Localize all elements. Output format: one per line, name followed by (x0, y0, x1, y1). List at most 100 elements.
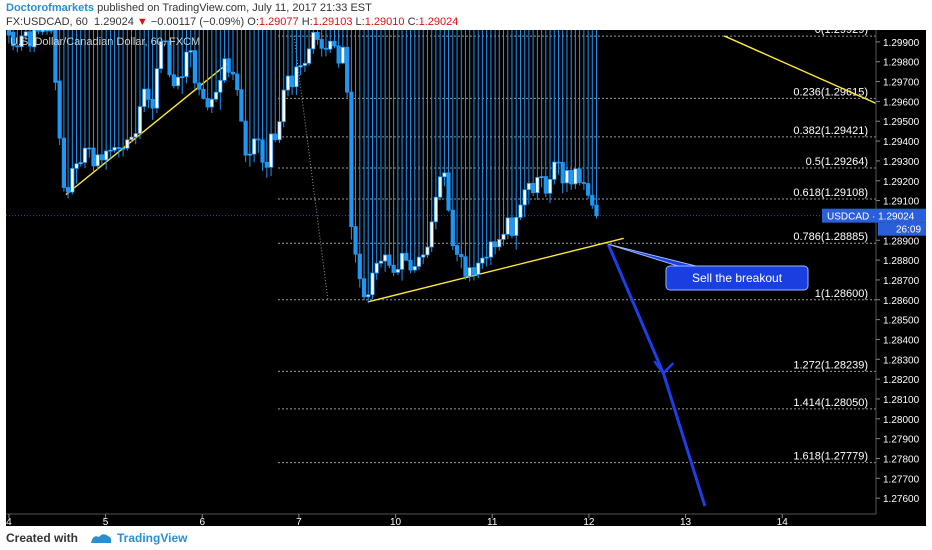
callout-text: Sell the breakout (692, 271, 783, 285)
candle-body (302, 62, 307, 66)
price-tick-label: 1.29700 (883, 78, 920, 89)
candle-body (459, 253, 464, 258)
projection-arrow (606, 243, 707, 507)
candle-body (260, 139, 265, 163)
price-axis[interactable]: 1.29900 1.29800 1.29700 1.29600 1.29500 1.294… (822, 30, 926, 526)
candle-body (522, 189, 527, 206)
price-tick-label: 1.29400 (883, 137, 920, 148)
candle-body (150, 99, 155, 109)
fib-label: 0.5(1.29264) (806, 156, 868, 168)
price-tick-label: 1.28500 (883, 316, 920, 327)
candle-body (281, 89, 286, 123)
candle-body (391, 264, 396, 273)
price-tick-label: 1.27700 (883, 474, 920, 485)
candle-body (180, 76, 185, 79)
candle-body (433, 196, 438, 223)
chart-header: Doctorofmarkets published on TradingView… (0, 0, 932, 30)
chart-title: U.S. Dollar/Canadian Dollar, 60, FXCM (10, 36, 200, 48)
price-tick-label: 1.29600 (883, 97, 920, 108)
candle-body (526, 182, 531, 191)
candle-body (53, 30, 58, 83)
price-chart[interactable]: 0(1.29929) 0.236(1.29615) 0.382(1.29421) 0.… (6, 30, 926, 526)
candle-body (243, 120, 248, 156)
candle-body (501, 233, 506, 240)
candle-body (573, 168, 578, 185)
candle-body (239, 89, 244, 122)
time-tick-label: 6 (199, 517, 205, 526)
candle-body (277, 121, 282, 141)
time-tick-label: 7 (296, 517, 302, 526)
price-tick-label: 1.27900 (883, 435, 920, 446)
candle-body (146, 88, 151, 100)
candle-body (569, 170, 574, 185)
candle-body (256, 138, 261, 141)
candle-body (32, 30, 37, 48)
price-tick-label: 1.29200 (883, 177, 920, 188)
candle-body (590, 194, 595, 206)
close-label: C: (407, 16, 419, 28)
candle-body (27, 31, 33, 47)
candle-body (349, 91, 354, 227)
candle-body (268, 133, 274, 168)
candle-body (319, 39, 324, 49)
candle-body (476, 262, 481, 275)
price-tick-label: 1.28000 (883, 415, 920, 426)
publish-line: Doctorofmarkets published on TradingView… (6, 2, 372, 14)
candle-body (222, 58, 227, 81)
candle-body (535, 176, 540, 194)
callout-box[interactable] (665, 265, 809, 291)
price-tick-label: 1.28400 (883, 335, 920, 346)
candle-body (328, 40, 333, 50)
candle-body (531, 182, 536, 194)
candle-body (505, 217, 510, 235)
candle-body (539, 176, 544, 178)
candle-body (87, 147, 92, 150)
candle-body (488, 241, 493, 258)
candle-body (188, 50, 193, 53)
candle-body (175, 76, 181, 87)
candle-body (594, 204, 599, 217)
time-tick-label: 10 (390, 517, 402, 526)
fib-label: 1.414(1.28050) (793, 397, 868, 409)
candle-body (112, 147, 117, 151)
candle-body (577, 168, 582, 183)
candle-body (446, 172, 451, 211)
author-link[interactable]: Doctorofmarkets (6, 2, 95, 14)
trendline[interactable] (723, 35, 877, 105)
candle-body (345, 46, 350, 93)
candle-body (323, 47, 329, 50)
time-axis[interactable]: 4 5 6 7 10 11 12 13 14 (6, 513, 876, 526)
low-value: 1.29010 (364, 16, 405, 28)
candle-body (311, 31, 316, 50)
tradingview-brand[interactable]: TradingView (117, 531, 188, 545)
fib-label: 0(1.29929) (815, 30, 868, 36)
candle-body (298, 65, 303, 68)
candle-body (353, 226, 358, 255)
candle-body (497, 239, 502, 248)
price-tag (822, 208, 926, 223)
time-tick-label: 11 (487, 517, 498, 526)
price-tick-label: 1.27600 (883, 494, 920, 505)
price-tick-label: 1.29500 (883, 117, 920, 128)
fib-label: 0.618(1.29108) (793, 187, 868, 199)
candle-body (247, 153, 252, 156)
candle-body (408, 259, 413, 271)
candle-body (438, 176, 443, 198)
time-tick-label: 12 (583, 517, 595, 526)
candle-body (340, 46, 345, 64)
candle-body (74, 163, 79, 169)
fib-anchor-line (293, 36, 329, 300)
candle-body (142, 88, 147, 107)
candlesticks (6, 30, 599, 303)
countdown-tag (878, 222, 926, 236)
candle-body (209, 98, 214, 108)
time-tick-label: 5 (103, 517, 109, 526)
candle-body (416, 256, 422, 267)
candle-body (556, 161, 561, 164)
trendline[interactable] (368, 237, 624, 303)
candle-body (95, 154, 100, 167)
candle-body (104, 150, 109, 161)
candle-body (61, 137, 67, 188)
candle-body (252, 138, 257, 155)
price-tick-label: 1.28700 (883, 276, 920, 287)
